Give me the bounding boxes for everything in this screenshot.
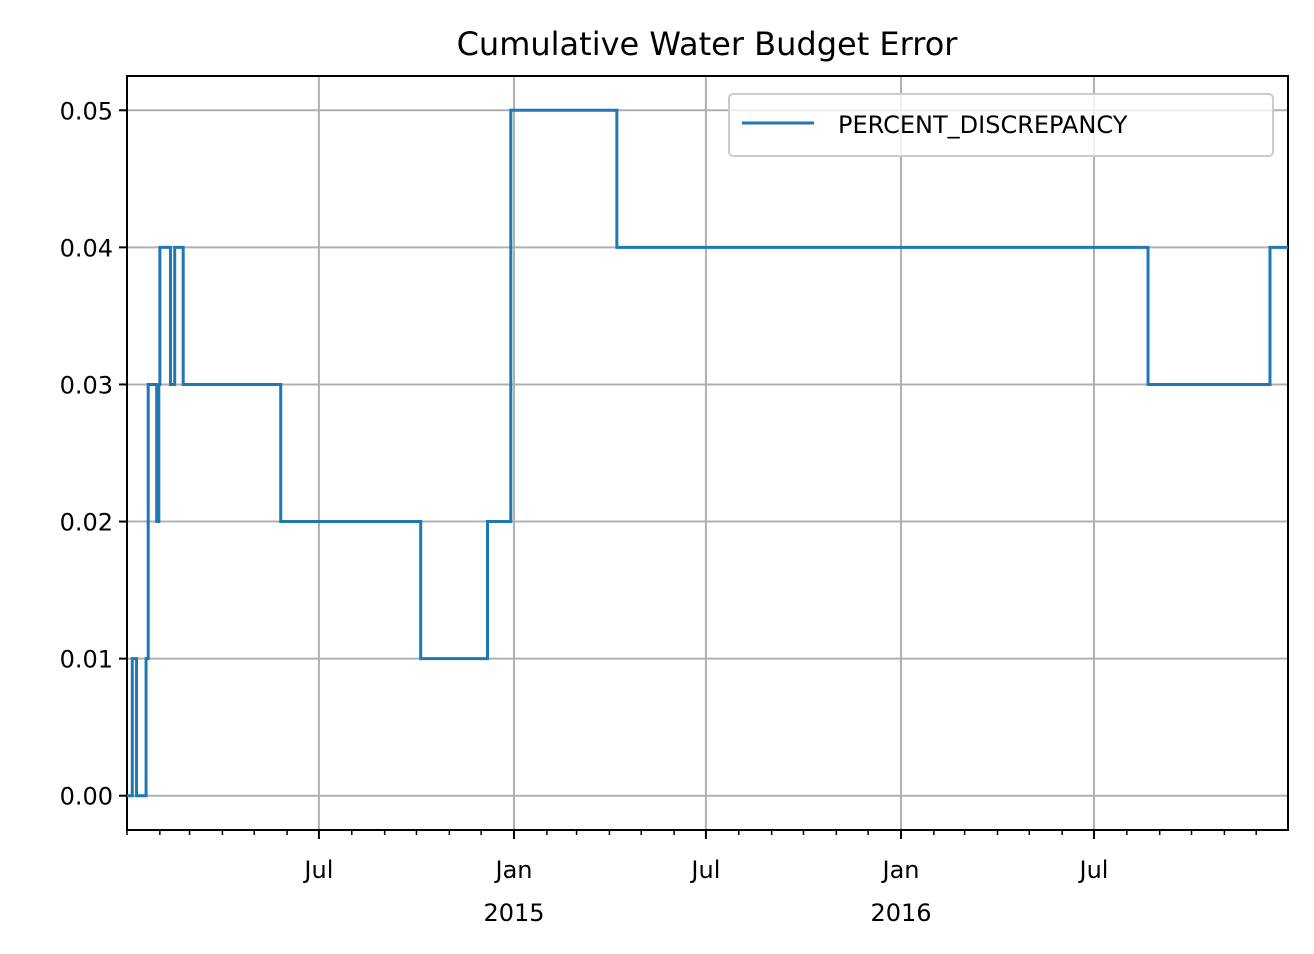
legend: PERCENT_DISCREPANCY (728, 93, 1274, 157)
y-tick-label: 0.05 (60, 97, 113, 125)
x-tick-label: Jul (689, 856, 720, 884)
series-line-percent-discrepancy (127, 108, 1288, 798)
plot-frame (126, 75, 1289, 831)
y-tick-label: 0.01 (60, 646, 113, 674)
y-tick-label: 0.03 (60, 371, 113, 399)
legend-box (728, 93, 1274, 157)
x-tick-label: Jul (1077, 856, 1108, 884)
chart-title: Cumulative Water Budget Error (457, 25, 959, 63)
x-tick-label: Jan (881, 856, 920, 884)
y-tick-label: 0.02 (60, 509, 113, 537)
x-tick-year-label: 2015 (483, 899, 544, 927)
x-tick-year-label: 2016 (870, 899, 931, 927)
x-tick-label: Jul (302, 856, 333, 884)
legend-label: PERCENT_DISCREPANCY (838, 111, 1128, 139)
axes: 0.00 0.01 0.02 0.03 0.04 0.05 Jul Jan 2015 Jul Jan… (60, 75, 1289, 927)
y-tick-label: 0.00 (60, 783, 113, 811)
y-tick-label: 0.04 (60, 234, 113, 262)
x-tick-label: Jan (494, 856, 533, 884)
series-layer (127, 108, 1288, 798)
